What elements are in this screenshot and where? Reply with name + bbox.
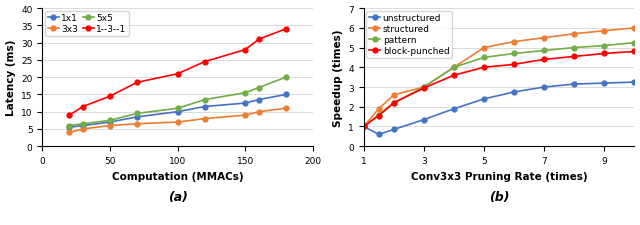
1--3--1: [79, 106, 87, 108]
structured: [630, 27, 638, 30]
pattern: [375, 114, 383, 117]
pattern: [600, 45, 608, 48]
unstructured: [420, 119, 428, 122]
1--3--1: [174, 73, 182, 76]
unstructured: [480, 98, 488, 101]
1x1: [65, 126, 73, 129]
Text: (b): (b): [489, 191, 509, 204]
block-punched: [510, 64, 518, 66]
block-punched: [420, 87, 428, 90]
1x1: [79, 125, 87, 127]
3x3: [282, 107, 290, 110]
3x3: [255, 111, 263, 114]
5x5: [106, 119, 114, 122]
1--3--1: [106, 95, 114, 98]
block-punched: [540, 59, 548, 61]
block-punched: [360, 126, 367, 128]
unstructured: [390, 128, 397, 131]
1x1: [241, 102, 249, 105]
unstructured: [570, 83, 578, 86]
1x1: [174, 111, 182, 114]
pattern: [630, 42, 638, 45]
1x1: [282, 94, 290, 96]
5x5: [65, 125, 73, 127]
block-punched: [390, 102, 397, 105]
unstructured: [375, 133, 383, 136]
1--3--1: [133, 82, 141, 84]
structured: [420, 86, 428, 89]
1--3--1: [65, 114, 73, 117]
3x3: [79, 128, 87, 131]
Line: unstructured: unstructured: [362, 80, 637, 137]
pattern: [360, 126, 367, 128]
structured: [360, 126, 367, 128]
structured: [600, 30, 608, 33]
pattern: [510, 53, 518, 56]
1x1: [201, 106, 209, 108]
Line: 5x5: 5x5: [67, 75, 289, 128]
5x5: [201, 99, 209, 101]
Line: pattern: pattern: [362, 41, 637, 129]
block-punched: [450, 74, 458, 77]
3x3: [65, 131, 73, 134]
pattern: [420, 86, 428, 89]
block-punched: [375, 115, 383, 117]
5x5: [282, 76, 290, 79]
structured: [480, 47, 488, 50]
3x3: [106, 125, 114, 127]
structured: [375, 108, 383, 111]
1x1: [106, 121, 114, 124]
structured: [450, 67, 458, 69]
Y-axis label: Latency (ms): Latency (ms): [6, 40, 15, 116]
Line: block-punched: block-punched: [362, 50, 637, 129]
5x5: [255, 87, 263, 90]
structured: [390, 94, 397, 97]
Line: 3x3: 3x3: [67, 106, 289, 135]
Line: 1x1: 1x1: [67, 92, 289, 130]
3x3: [241, 114, 249, 117]
pattern: [450, 67, 458, 69]
block-punched: [480, 67, 488, 69]
1--3--1: [282, 28, 290, 31]
1--3--1: [241, 49, 249, 52]
5x5: [79, 123, 87, 126]
structured: [510, 41, 518, 44]
3x3: [201, 118, 209, 120]
3x3: [174, 121, 182, 124]
5x5: [241, 92, 249, 95]
X-axis label: Computation (MMACs): Computation (MMACs): [112, 171, 243, 181]
unstructured: [540, 86, 548, 89]
5x5: [174, 107, 182, 110]
structured: [570, 33, 578, 36]
Line: structured: structured: [362, 26, 637, 129]
block-punched: [630, 51, 638, 54]
block-punched: [570, 56, 578, 58]
pattern: [540, 50, 548, 53]
Text: (a): (a): [168, 191, 188, 204]
Legend: 1x1, 3x3, 5x5, 1--3--1: 1x1, 3x3, 5x5, 1--3--1: [45, 12, 129, 37]
1--3--1: [201, 61, 209, 64]
unstructured: [450, 108, 458, 111]
unstructured: [360, 126, 367, 128]
Line: 1--3--1: 1--3--1: [67, 27, 289, 118]
Legend: unstructured, structured, pattern, block-punched: unstructured, structured, pattern, block…: [367, 12, 452, 58]
pattern: [390, 102, 397, 105]
structured: [540, 37, 548, 40]
Y-axis label: Speedup (times): Speedup (times): [333, 29, 342, 126]
3x3: [133, 123, 141, 126]
block-punched: [600, 53, 608, 56]
pattern: [480, 57, 488, 59]
1x1: [255, 99, 263, 101]
1x1: [133, 116, 141, 119]
X-axis label: Conv3x3 Pruning Rate (times): Conv3x3 Pruning Rate (times): [411, 171, 588, 181]
5x5: [133, 112, 141, 115]
pattern: [570, 47, 578, 50]
unstructured: [630, 81, 638, 84]
unstructured: [510, 91, 518, 94]
unstructured: [600, 82, 608, 85]
1--3--1: [255, 39, 263, 41]
